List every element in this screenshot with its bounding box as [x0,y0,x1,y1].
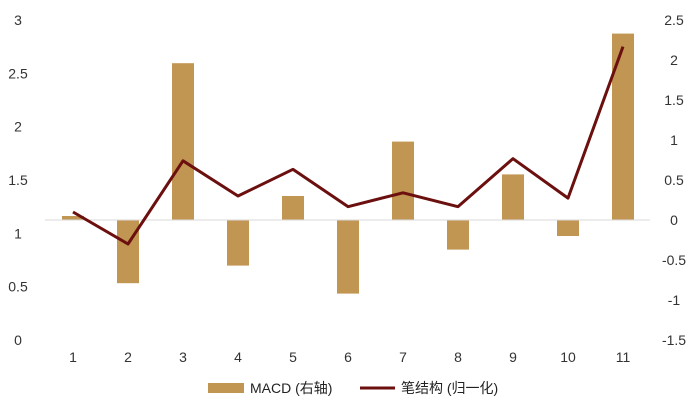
x-axis-ticks: 1 2 3 4 5 6 7 8 9 10 11 [69,349,630,365]
legend-label-macd: MACD (右轴) [250,380,332,396]
x-tick-label: 6 [344,349,352,365]
left-tick-label: 0 [14,332,22,348]
legend-label-bi-structure: 笔结构 (归一化) [401,380,498,396]
right-tick-label: 1.5 [664,92,684,108]
right-tick-label: -1 [668,292,681,308]
macd-bar [117,220,139,284]
right-axis-ticks: -1.5 -1 -0.5 0 0.5 1 1.5 2 2.5 [662,12,686,348]
macd-bars [62,33,634,294]
macd-bar [557,220,579,236]
macd-bar [502,174,524,220]
macd-bar [337,220,359,294]
x-tick-label: 2 [124,349,132,365]
x-tick-label: 9 [509,349,517,365]
macd-bar [62,216,84,220]
left-tick-label: 1 [14,225,22,241]
macd-bar [612,33,634,220]
legend-swatch-macd [208,383,244,393]
left-tick-label: 3 [14,12,22,28]
x-tick-label: 3 [179,349,187,365]
left-tick-label: 0.5 [8,279,28,295]
macd-bar [282,196,304,220]
right-tick-label: 2 [670,52,678,68]
right-tick-label: 1 [670,132,678,148]
macd-bar [227,220,249,266]
left-tick-label: 2.5 [8,65,28,81]
legend: MACD (右轴) 笔结构 (归一化) [208,380,498,396]
left-tick-label: 1.5 [8,172,28,188]
bi-structure-line-group [72,46,625,246]
macd-bar [392,141,414,220]
left-axis-ticks: 0 0.5 1 1.5 2 2.5 3 [8,12,28,348]
right-tick-label: 0 [670,212,678,228]
x-tick-label: 4 [234,349,242,365]
left-tick-label: 2 [14,119,22,135]
x-tick-label: 5 [289,349,297,365]
x-tick-label: 11 [616,349,631,365]
x-tick-label: 7 [399,349,407,365]
x-tick-label: 8 [454,349,462,365]
right-tick-label: 0.5 [664,172,684,188]
x-tick-label: 1 [69,349,77,365]
x-tick-label: 10 [560,349,576,365]
right-tick-label: 2.5 [664,12,684,28]
right-tick-label: -0.5 [662,252,686,268]
bi-structure-line [72,46,625,246]
macd-bar [447,220,469,250]
macd-bar [172,63,194,221]
right-tick-label: -1.5 [662,332,686,348]
